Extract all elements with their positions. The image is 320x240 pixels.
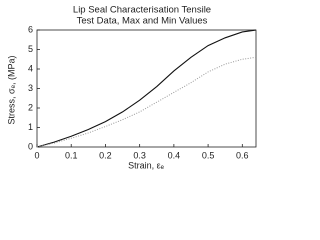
y-tick-label: 5 xyxy=(28,44,33,54)
x-tick-label: 0.3 xyxy=(133,150,146,160)
y-tick-label: 1 xyxy=(28,122,33,132)
y-axis-label: Stress, σₑ, (MPa) xyxy=(6,56,16,125)
x-tick-label: 0 xyxy=(34,150,39,160)
x-tick-label: 0.2 xyxy=(99,150,112,160)
y-tick-label: 0 xyxy=(28,141,33,151)
data-line xyxy=(36,56,257,148)
chart-title: Lip Seal Characterisation Tensile xyxy=(73,5,211,16)
chart: Lip Seal Characterisation Tensile Test D… xyxy=(6,5,257,170)
chart-title: Test Data, Max and Min Values xyxy=(77,16,208,27)
x-tick-label: 0.6 xyxy=(236,150,249,160)
plot-frame xyxy=(36,29,257,148)
y-tick-label: 4 xyxy=(28,63,33,73)
y-tick-label: 2 xyxy=(28,102,33,112)
x-tick-label: 0.4 xyxy=(168,150,181,160)
page: Lip Seal Characterisation Tensile Test D… xyxy=(6,4,257,171)
x-tick-label: 0.1 xyxy=(65,150,78,160)
y-tick-label: 6 xyxy=(28,24,33,34)
data-line xyxy=(36,29,257,148)
x-axis-label: Strain, εₑ xyxy=(128,160,165,170)
y-tick-label: 3 xyxy=(28,83,33,93)
x-tick-label: 0.5 xyxy=(202,150,215,160)
